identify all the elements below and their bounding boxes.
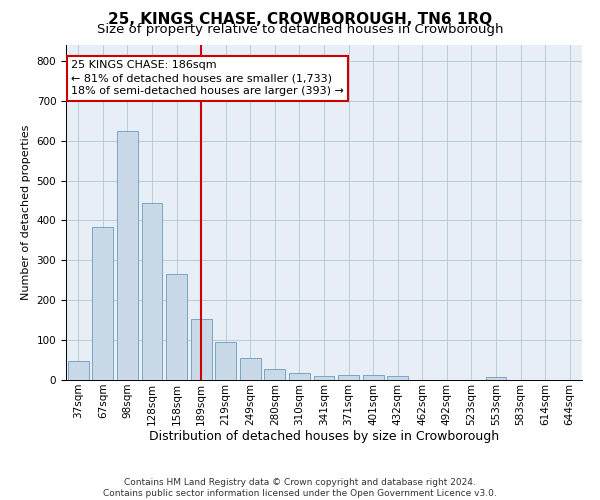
Bar — [215, 342, 236, 380]
Y-axis label: Number of detached properties: Number of detached properties — [21, 125, 31, 300]
Bar — [166, 274, 187, 380]
Bar — [362, 375, 383, 380]
Bar — [485, 377, 506, 380]
Bar — [338, 375, 359, 380]
X-axis label: Distribution of detached houses by size in Crowborough: Distribution of detached houses by size … — [149, 430, 499, 444]
Bar — [240, 358, 261, 380]
Bar — [314, 376, 334, 380]
Bar — [142, 204, 163, 380]
Bar — [92, 228, 113, 380]
Bar — [68, 361, 89, 380]
Text: 25, KINGS CHASE, CROWBOROUGH, TN6 1RQ: 25, KINGS CHASE, CROWBOROUGH, TN6 1RQ — [108, 12, 492, 28]
Text: 25 KINGS CHASE: 186sqm
← 81% of detached houses are smaller (1,733)
18% of semi-: 25 KINGS CHASE: 186sqm ← 81% of detached… — [71, 60, 344, 96]
Bar — [117, 130, 138, 380]
Text: Contains HM Land Registry data © Crown copyright and database right 2024.
Contai: Contains HM Land Registry data © Crown c… — [103, 478, 497, 498]
Bar — [191, 320, 212, 380]
Text: Size of property relative to detached houses in Crowborough: Size of property relative to detached ho… — [97, 22, 503, 36]
Bar — [387, 376, 408, 380]
Bar — [265, 369, 286, 380]
Bar — [289, 373, 310, 380]
